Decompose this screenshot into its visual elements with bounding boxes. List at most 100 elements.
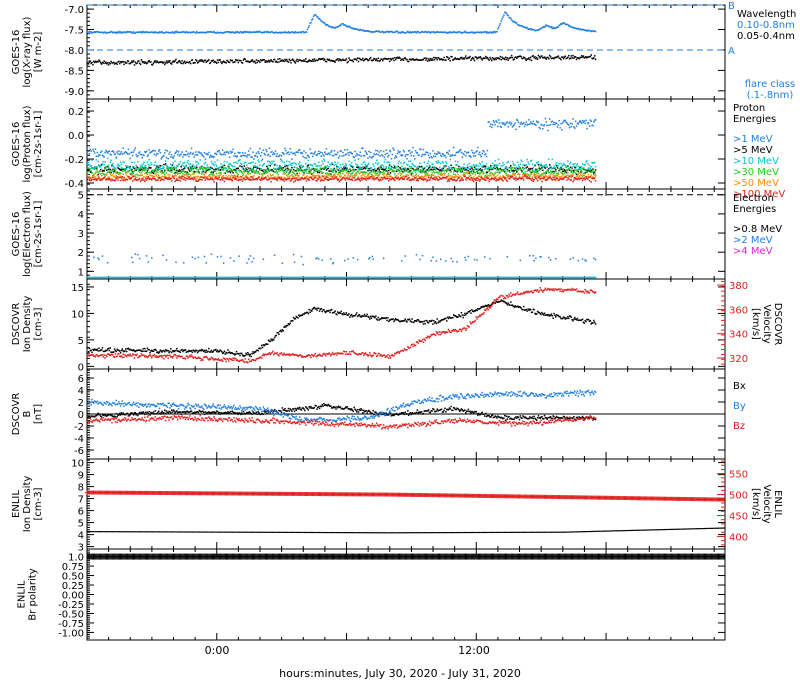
data-point (305, 178, 307, 180)
data-point (258, 152, 260, 155)
data-point (575, 175, 578, 178)
data-point (515, 169, 517, 171)
data-point (343, 168, 346, 170)
data-point (106, 171, 109, 174)
data-point (190, 169, 193, 172)
data-point (438, 173, 440, 175)
data-point (371, 178, 374, 180)
data-point (382, 168, 385, 171)
data-point (401, 170, 404, 173)
data-point (285, 174, 288, 177)
data-point (533, 57, 535, 59)
data-point (216, 150, 219, 153)
data-point (497, 179, 500, 181)
data-point (228, 178, 231, 181)
data-point (521, 176, 523, 178)
data-point (535, 178, 538, 180)
data-point (269, 162, 272, 164)
data-point (542, 26, 544, 29)
data-point (211, 155, 214, 157)
data-point (259, 169, 261, 172)
data-point (498, 122, 501, 124)
data-point (420, 31, 422, 34)
data-point (93, 152, 96, 154)
data-point (103, 173, 105, 176)
data-point (328, 165, 330, 168)
data-point (345, 25, 348, 27)
data-point (228, 156, 231, 159)
data-point (116, 176, 118, 178)
data-point (368, 30, 370, 33)
data-point (112, 31, 115, 33)
flare-class-label: A (728, 46, 735, 57)
data-point (534, 29, 536, 32)
data-point (313, 170, 316, 173)
data-point (591, 124, 593, 127)
data-point (567, 178, 570, 180)
data-point (479, 154, 482, 156)
data-point (482, 149, 484, 152)
data-point (204, 175, 207, 178)
data-point (310, 59, 312, 62)
data-point (97, 175, 99, 177)
data-point (298, 161, 301, 163)
data-point (235, 59, 238, 62)
data-point (432, 150, 434, 152)
data-point (448, 180, 451, 182)
data-point (118, 176, 120, 179)
data-point (527, 169, 529, 172)
data-point (202, 176, 204, 178)
data-point (481, 31, 483, 33)
data-point (445, 161, 447, 163)
data-point (125, 167, 128, 170)
data-point (577, 123, 580, 125)
data-point (140, 59, 143, 61)
data-point (164, 170, 167, 172)
data-point (217, 178, 220, 180)
data-point (413, 179, 415, 181)
data-point (374, 172, 376, 174)
data-point (490, 178, 492, 181)
data-point (542, 127, 544, 130)
data-point (330, 162, 333, 164)
data-point (95, 159, 98, 161)
data-point (420, 172, 423, 174)
data-point (153, 171, 156, 174)
data-point (505, 174, 508, 176)
data-point (236, 31, 239, 33)
data-point (453, 175, 456, 178)
data-point (477, 31, 479, 33)
data-point (347, 178, 349, 181)
data-point (176, 172, 179, 174)
data-point (332, 174, 335, 177)
data-point (317, 59, 319, 62)
data-point (147, 31, 150, 34)
data-point (486, 31, 489, 33)
data-point (250, 31, 253, 34)
data-point (523, 122, 525, 124)
data-point (147, 169, 150, 171)
data-point (451, 168, 453, 170)
data-point (372, 31, 374, 33)
data-point (449, 178, 451, 180)
data-point (272, 167, 275, 170)
data-point (426, 151, 428, 154)
data-point (380, 177, 382, 179)
data-point (582, 29, 585, 31)
data-point (534, 176, 536, 179)
data-point (459, 169, 462, 172)
data-point (584, 169, 586, 171)
data-point (410, 154, 413, 157)
data-point (416, 178, 419, 180)
data-point (487, 168, 490, 171)
data-point (354, 168, 356, 171)
data-point (162, 172, 164, 175)
data-point (341, 177, 343, 180)
data-point (573, 179, 575, 181)
data-point (408, 149, 411, 152)
data-point (330, 178, 333, 180)
data-point (230, 164, 233, 166)
data-point (119, 31, 122, 33)
data-point (195, 32, 197, 34)
data-point (396, 56, 399, 59)
